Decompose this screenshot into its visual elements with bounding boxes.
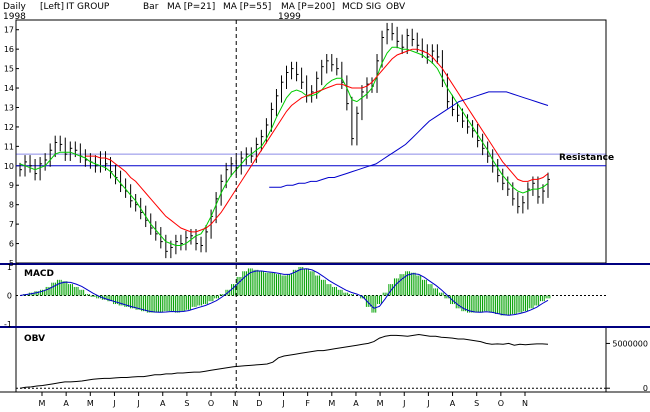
price-y-tick-label: 12: [4, 123, 14, 132]
x-month-label: F: [305, 399, 310, 408]
price-y-tick-label: 11: [4, 142, 14, 151]
price-y-tick-label: 14: [4, 84, 14, 93]
resistance-label: Resistance: [559, 153, 614, 163]
macd-panel: -1 0 1: [4, 263, 606, 329]
x-month-label: A: [63, 399, 69, 408]
legend-ma55: MA [P=55]: [223, 2, 271, 12]
obv-panel-title: OBV: [24, 334, 45, 344]
x-month-label: M: [39, 399, 46, 408]
macd-y-tick-label: 1: [7, 263, 12, 272]
year-mid-label: 1999: [278, 12, 301, 22]
symbol-label: IT GROUP: [66, 2, 110, 12]
x-month-label: M: [377, 399, 384, 408]
x-month-label: M: [328, 399, 335, 408]
obv-y-tick-label: 5000000: [612, 339, 648, 348]
price-y-tick-label: 8: [9, 201, 14, 210]
x-month-label: N: [522, 399, 528, 408]
period-label: Daily: [3, 2, 26, 12]
macd-panel-title: MACD: [24, 269, 54, 279]
macd-y-tick-label: -1: [4, 320, 12, 329]
price-y-tick-label: 7: [9, 220, 14, 229]
year-start-label: 1998: [3, 12, 26, 22]
obv-line: [19, 333, 549, 389]
price-y-tick-label: 15: [4, 65, 14, 74]
ma200-line: [269, 91, 549, 188]
x-month-label: A: [160, 399, 166, 408]
legend-ma21: MA [P=21]: [167, 2, 215, 12]
price-y-tick-label: 10: [4, 162, 14, 171]
x-month-label: A: [353, 399, 359, 408]
x-month-label: S: [474, 399, 479, 408]
legend-mcd-sig: MCD SIG: [342, 2, 381, 12]
x-month-label: D: [256, 399, 262, 408]
price-y-tick-label: 6: [9, 240, 14, 249]
legend-obv: OBV: [386, 2, 406, 12]
x-month-label: S: [184, 399, 189, 408]
x-month-label: J: [136, 399, 139, 408]
price-y-tick-label: 9: [9, 181, 14, 190]
price-y-tick-label: 16: [4, 45, 14, 54]
x-month-label: A: [450, 399, 456, 408]
price-y-tick-label: 17: [4, 26, 14, 35]
style-label: Bar: [143, 2, 159, 12]
side-label: [Left]: [40, 2, 64, 12]
x-month-label: M: [87, 399, 94, 408]
price-y-tick-label: 5: [9, 259, 14, 268]
x-month-label: O: [208, 399, 214, 408]
macd-signal-line: [19, 268, 549, 316]
obv-y-tick-label: 0: [643, 384, 648, 393]
price-panel: 5 6 7 8 9 10 11 12 13 14 15 16 17 Resistance: [4, 22, 614, 268]
ma55-line: [85, 48, 549, 233]
legend-ma200: MA [P=200]: [281, 2, 335, 12]
x-month-label: N: [232, 399, 238, 408]
x-month-label: J: [112, 399, 115, 408]
ma21-line: [19, 46, 549, 246]
macd-y-tick-label: 0: [7, 292, 12, 301]
price-y-tick-label: 13: [4, 103, 14, 112]
obv-panel: 0 5000000: [16, 333, 648, 393]
x-month-label: O: [498, 399, 504, 408]
x-month-label: J: [402, 399, 405, 408]
price-panel-frame: [15, 19, 607, 264]
x-month-label: J: [426, 399, 429, 408]
x-month-label: J: [281, 399, 284, 408]
